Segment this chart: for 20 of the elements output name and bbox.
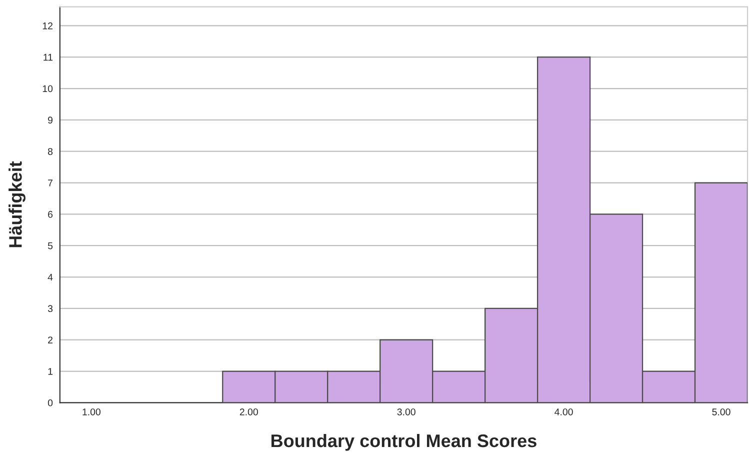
x-tick-label: 1.00 [82, 408, 100, 416]
y-axis-title: Häufigkeit [8, 161, 26, 248]
y-tick-label: 7 [48, 180, 52, 186]
y-tick-label: 0 [48, 399, 53, 406]
y-tick-label: 6 [48, 210, 53, 218]
y-tick-label: 12 [42, 22, 52, 30]
x-tick-label: 5.00 [712, 408, 730, 416]
y-tick-label: 9 [48, 116, 53, 124]
y-tick-label: 2 [48, 336, 52, 344]
y-tick-label: 3 [48, 305, 53, 312]
y-tick-label: 11 [44, 54, 52, 61]
x-axis-title: Boundary control Mean Scores [271, 434, 536, 451]
y-tick-label: 5 [48, 242, 53, 250]
y-tick-label: 8 [48, 148, 53, 155]
y-tick-label: 4 [48, 274, 53, 281]
y-tick-label: 1 [48, 368, 52, 375]
x-tick-label: 4.00 [554, 408, 573, 416]
y-tick-label: 10 [42, 85, 53, 92]
x-tick-label: 2.00 [240, 408, 258, 416]
x-tick-label: 3.00 [397, 408, 416, 416]
